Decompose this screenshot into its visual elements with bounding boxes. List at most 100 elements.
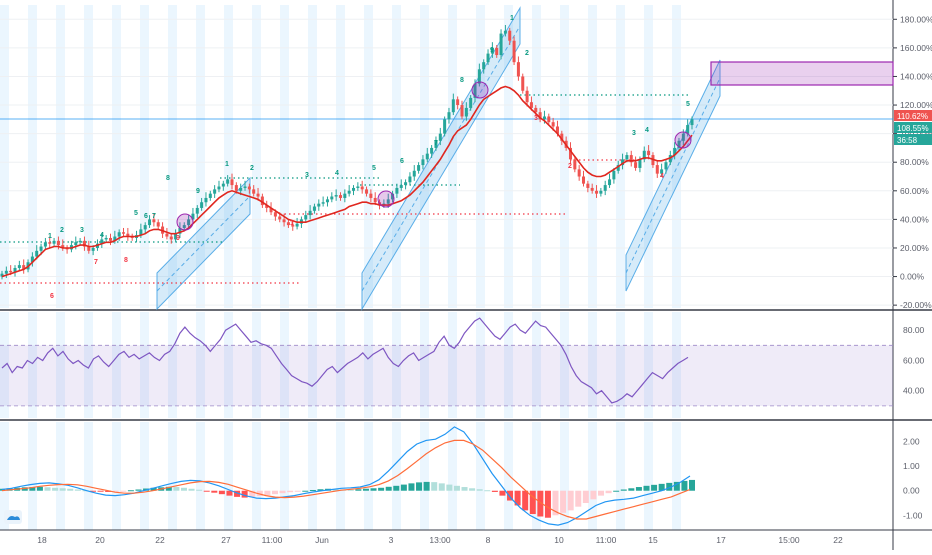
candle-body [430,147,434,154]
session-stripe [224,5,233,308]
candle-body [30,256,34,263]
candle-body [74,242,78,246]
candle-body [182,225,186,228]
time-x-tick-label: 18 [37,535,47,545]
session-stripe [196,312,205,418]
session-stripe [476,422,485,530]
candle-body [260,196,264,206]
target-zone-box [710,61,894,86]
candle-body [252,189,256,194]
macd-histogram-bar [218,490,225,495]
candle-body [356,186,360,188]
sequence-count-label: 9 [196,188,200,195]
session-stripe [420,312,429,418]
candle-body [308,210,312,216]
sequence-count-label: 8 [124,257,128,264]
macd-histogram-bar [105,490,112,492]
macd-histogram-bar [347,489,354,491]
time-x-tick-label: 11:00 [596,535,617,545]
macd-histogram-bar [423,481,430,491]
macd-histogram-bar [74,489,81,491]
candle-body [395,187,399,194]
candle-body [621,159,625,166]
candle-body [56,240,60,246]
session-stripe [224,422,233,530]
session-stripe [364,5,373,308]
macd-histogram-bar [264,490,271,496]
candle-body [286,222,290,226]
candle-body [352,187,356,191]
candle-body [321,202,325,204]
macd-histogram-bar [522,490,529,511]
candle-body [464,107,468,117]
candle-body [82,240,86,247]
candle-body [282,219,286,223]
sequence-count-label: 5 [372,165,376,172]
session-stripe [196,422,205,530]
session-stripe [280,312,289,418]
macd-histogram-bar [378,487,385,491]
candle-body [534,107,538,113]
price-label-text: 110.62% [897,112,928,121]
session-stripe [336,5,345,308]
session-stripe [0,5,9,308]
session-stripe [168,312,177,418]
price-y-tick-label: 180.00% [900,14,932,24]
macd-y-tick-label: 2.00 [903,437,920,447]
axes: 180.00%160.00%140.00%120.00%100.00%80.00… [37,14,932,545]
candle-body [417,165,421,171]
macd-histogram-bar [52,487,59,491]
macd-histogram-bar [635,487,642,491]
candle-body [278,216,282,220]
session-stripe [588,312,597,418]
candle-body [460,105,464,117]
session-stripe [140,312,149,418]
candle-body [0,273,4,277]
candle-body [191,213,195,220]
candle-body [239,187,243,191]
session-stripe [336,422,345,530]
macd-histogram-bar [643,485,650,491]
session-stripe [588,5,597,308]
session-stripe [84,422,93,530]
session-stripe [308,422,317,530]
sequence-count-label: 1 [225,161,229,168]
sequence-count-label: 3 [534,115,538,122]
candle-body [503,30,507,34]
sequence-count-label: 5 [134,210,138,217]
candle-body [126,233,130,237]
candle-body [595,190,599,194]
candle-body [148,219,152,226]
candle-body [165,233,169,237]
session-stripe [112,5,121,308]
candle-body [529,102,533,108]
candle-body [317,203,321,207]
macd-histogram-bar [196,489,203,491]
candle-body [35,250,39,257]
session-stripe [560,5,569,308]
price-y-tick-label: 120.00% [900,100,932,110]
candle-body [538,112,542,120]
time-x-tick-label: 3 [389,535,394,545]
macd-histogram-bar [173,487,180,491]
candle-body [61,245,65,248]
macd-histogram-bar [400,484,407,491]
macd-histogram-bar [150,487,157,491]
candle-body [421,159,425,166]
candle-body [174,233,178,240]
tradingview-logo[interactable] [4,510,22,524]
sequence-count-label: 9 [490,47,494,54]
price-y-tick-label: 0.00% [900,272,925,282]
candle-body [638,159,642,168]
sequence-count-label: 3 [632,130,636,137]
session-stripe [168,422,177,530]
price-label-box [894,110,932,121]
macd-histogram-bar [97,490,104,492]
session-stripe [28,312,37,418]
session-stripe [252,422,261,530]
candle-body [22,265,26,270]
session-stripe [476,312,485,418]
